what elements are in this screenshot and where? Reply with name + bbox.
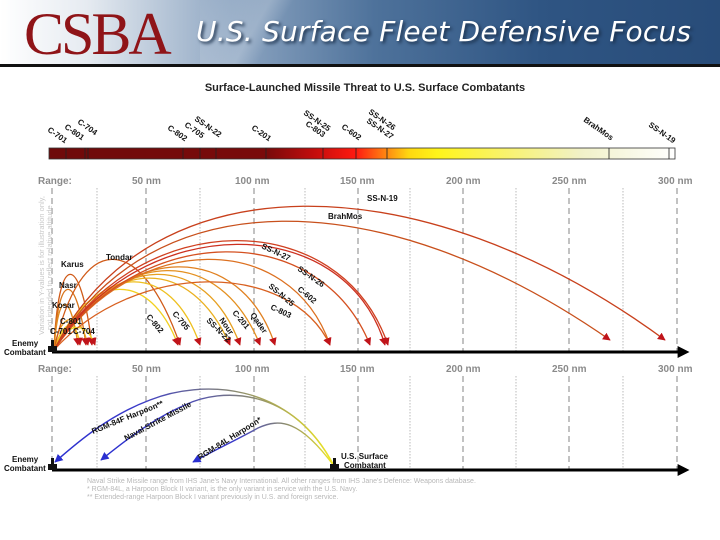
svg-text:Kosar: Kosar: [52, 301, 75, 310]
svg-text:300 nm: 300 nm: [658, 364, 693, 375]
enemy-combatant-ship-icon: [48, 458, 57, 470]
bar-label: C-201: [250, 123, 273, 143]
us-surface-combatant-ship-icon: [330, 458, 339, 470]
svg-text:300 nm: 300 nm: [658, 176, 693, 187]
svg-text:100 nm: 100 nm: [235, 364, 270, 375]
header-banner: CSBA U.S. Surface Fleet Defensive Focus: [0, 0, 720, 67]
svg-text:Karus: Karus: [61, 260, 84, 269]
footnotes: Naval Strike Missile range from IHS Jane…: [87, 478, 476, 501]
svg-text:250 nm: 250 nm: [552, 364, 587, 375]
enemy-combatant-ship-icon: [48, 340, 57, 352]
svg-text:* RGM-84L, a Harpoon Block II: * RGM-84L, a Harpoon Block II variant, i…: [87, 486, 357, 493]
bottom-range-axis: Range: 50 nm 100 nm 150 nm 200 nm 250 nm…: [38, 364, 693, 375]
svg-text:C-701: C-701: [50, 327, 72, 336]
svg-text:200 nm: 200 nm: [446, 176, 481, 187]
enemy-combatant-label: Enemy: [12, 455, 39, 464]
range-color-bar: [48, 147, 676, 160]
svg-text:SS-N-19: SS-N-19: [367, 194, 398, 203]
svg-text:** Extended-range Harpoon Bloc: ** Extended-range Harpoon Block I varian…: [87, 494, 338, 501]
bar-label: SS-N-19: [647, 120, 678, 145]
us-combatant-label: Combatant: [344, 461, 386, 470]
top-range-axis: Range: 50 nm 100 nm 150 nm 200 nm 250 nm…: [38, 176, 693, 187]
bar-marker-labels: C-701 C-801 C-704 C-802 C-705 SS-N-22 C-…: [46, 107, 678, 145]
svg-text:Nasr: Nasr: [59, 281, 77, 290]
chart-title: Surface-Launched Missile Threat to U.S. …: [205, 82, 525, 94]
svg-text:C-704: C-704: [73, 327, 95, 336]
enemy-combatant-label: Enemy: [12, 339, 39, 348]
enemy-combatant-label: Combatant: [4, 464, 46, 473]
bar-label: BrahMos: [582, 115, 616, 142]
svg-text:Variation in Y-values is for i: Variation in Y-values is for illustratio…: [37, 196, 46, 335]
svg-text:C-801: C-801: [60, 317, 82, 326]
svg-text:Naval Strike Missile range fro: Naval Strike Missile range from IHS Jane…: [87, 478, 476, 485]
svg-text:Range:: Range:: [38, 176, 72, 187]
svg-text:100 nm: 100 nm: [235, 176, 270, 187]
svg-text:not intended to reflect relat: not intended to reflect relative altitud…: [45, 205, 54, 330]
csba-logo: CSBA: [24, 1, 172, 67]
enemy-missile-arcs: [53, 205, 666, 351]
header-shine: [200, 0, 320, 64]
svg-text:BrahMos: BrahMos: [328, 212, 363, 221]
bottom-gridlines: [51, 376, 678, 470]
svg-text:50 nm: 50 nm: [132, 364, 161, 375]
bar-label: C-602: [340, 122, 363, 142]
svg-text:Tondar: Tondar: [106, 253, 133, 262]
us-missile-labels: RGM-84F Harpoon** Naval Strike Missile R…: [90, 399, 264, 462]
svg-text:200 nm: 200 nm: [446, 364, 481, 375]
us-combatant-label: U.S. Surface: [341, 452, 389, 461]
svg-text:Range:: Range:: [38, 364, 72, 375]
svg-text:250 nm: 250 nm: [552, 176, 587, 187]
page-title: U.S. Surface Fleet Defensive Focus: [196, 15, 692, 48]
header-rule: [0, 64, 720, 67]
us-missile-arcs: [54, 388, 335, 467]
svg-text:150 nm: 150 nm: [340, 364, 375, 375]
y-variation-note: Variation in Y-values is for illustratio…: [37, 196, 54, 335]
svg-text:50 nm: 50 nm: [132, 176, 161, 187]
enemy-combatant-label: Combatant: [4, 348, 46, 357]
svg-text:150 nm: 150 nm: [340, 176, 375, 187]
